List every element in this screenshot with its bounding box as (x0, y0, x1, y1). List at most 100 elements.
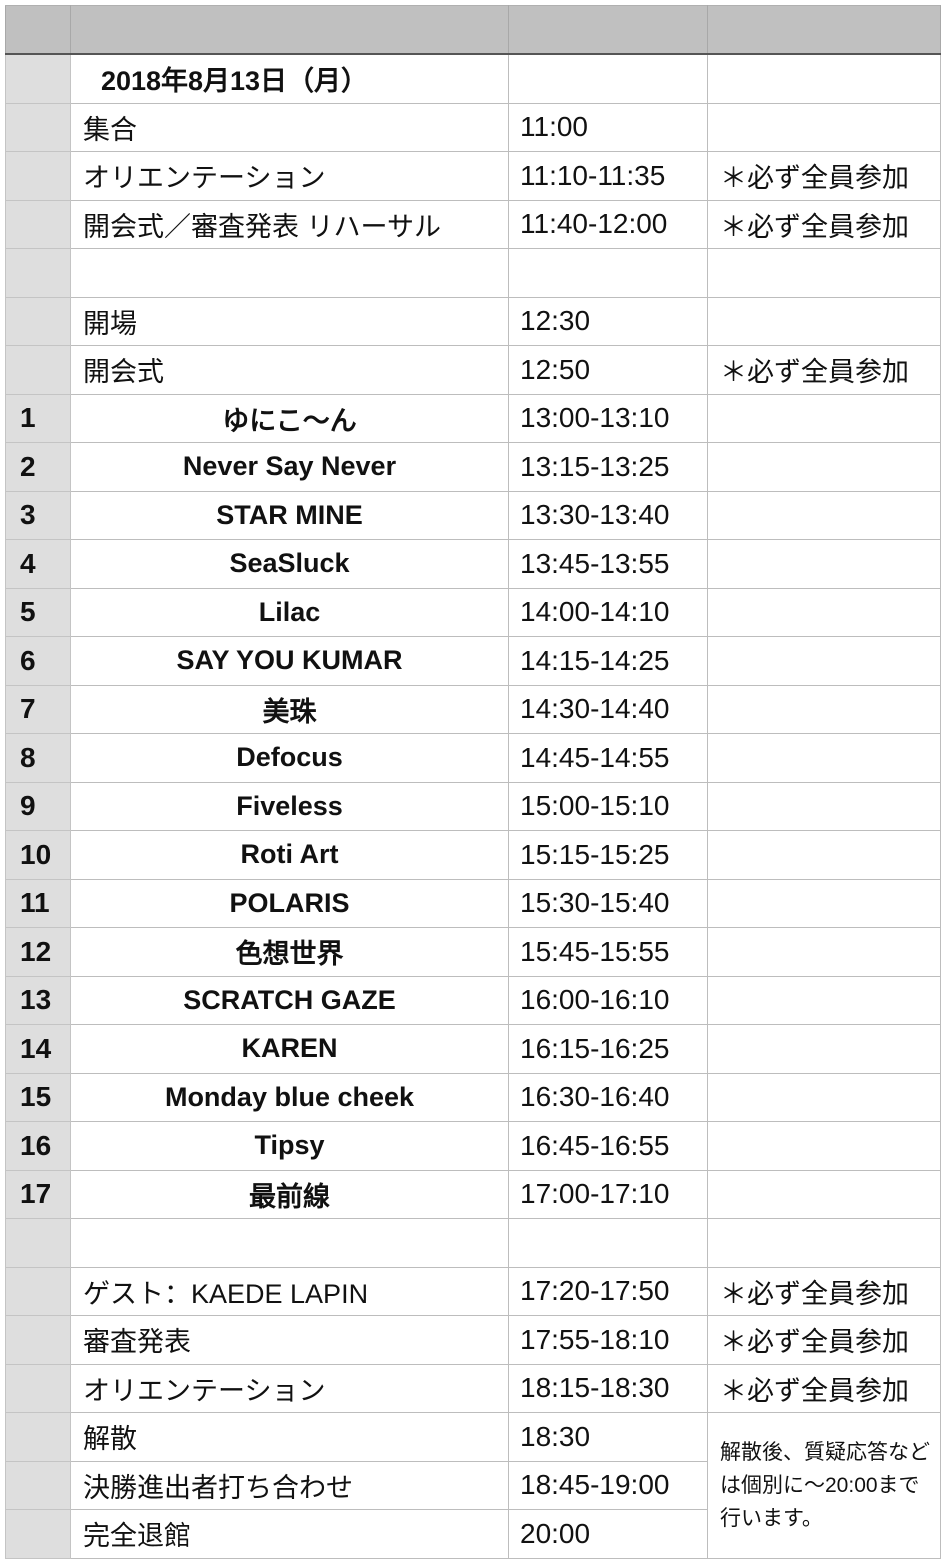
time-cell[interactable]: 16:00-16:10 (508, 975, 708, 1025)
time-cell[interactable] (508, 248, 708, 298)
note-cell[interactable] (707, 636, 941, 686)
event-name-cell[interactable]: SeaSluck (70, 539, 509, 589)
row-number[interactable]: 9 (5, 781, 71, 831)
row-number[interactable]: 17 (5, 1169, 71, 1219)
event-name-cell[interactable]: 審査発表 (70, 1315, 509, 1365)
event-name-cell[interactable]: SCRATCH GAZE (70, 975, 509, 1025)
time-cell[interactable]: 13:45-13:55 (508, 539, 708, 589)
event-name-cell[interactable]: オリエンテーション (70, 1363, 509, 1413)
time-cell[interactable]: 13:15-13:25 (508, 442, 708, 492)
note-cell[interactable] (707, 975, 941, 1025)
note-cell[interactable] (707, 490, 941, 540)
event-name-cell[interactable]: Lilac (70, 587, 509, 637)
row-number[interactable]: 14 (5, 1024, 71, 1074)
time-cell[interactable]: 17:00-17:10 (508, 1169, 708, 1219)
row-number[interactable]: 2 (5, 442, 71, 492)
note-cell[interactable] (707, 1218, 941, 1268)
note-cell[interactable] (707, 442, 941, 492)
event-name-cell[interactable]: SAY YOU KUMAR (70, 636, 509, 686)
row-number[interactable] (5, 1412, 71, 1462)
row-number[interactable]: 15 (5, 1072, 71, 1122)
event-name-cell[interactable]: KAREN (70, 1024, 509, 1074)
note-cell[interactable] (707, 539, 941, 589)
event-name-cell[interactable]: 開会式 (70, 345, 509, 395)
row-number[interactable] (5, 1266, 71, 1316)
row-number[interactable]: 16 (5, 1121, 71, 1171)
row-number[interactable]: 11 (5, 878, 71, 928)
time-cell[interactable]: 11:00 (508, 102, 708, 152)
time-cell[interactable]: 18:45-19:00 (508, 1460, 708, 1510)
schedule-date-title[interactable]: 2018年8月13日（月） (70, 53, 509, 104)
row-number[interactable] (5, 53, 71, 104)
time-cell[interactable]: 15:45-15:55 (508, 927, 708, 977)
time-cell[interactable] (508, 1218, 708, 1268)
column-header-c[interactable] (707, 5, 941, 55)
time-cell[interactable]: 12:30 (508, 296, 708, 346)
row-number[interactable]: 6 (5, 636, 71, 686)
row-number[interactable]: 12 (5, 927, 71, 977)
note-cell[interactable] (707, 830, 941, 880)
note-cell[interactable] (707, 1169, 941, 1219)
row-number[interactable]: 3 (5, 490, 71, 540)
time-cell[interactable]: 14:15-14:25 (508, 636, 708, 686)
note-cell[interactable] (707, 1072, 941, 1122)
time-cell[interactable]: 14:30-14:40 (508, 684, 708, 734)
row-number[interactable]: 10 (5, 830, 71, 880)
time-cell[interactable]: 11:40-12:00 (508, 199, 708, 249)
time-cell[interactable]: 11:10-11:35 (508, 151, 708, 201)
time-cell[interactable]: 14:00-14:10 (508, 587, 708, 637)
event-name-cell[interactable] (70, 248, 509, 298)
note-cell[interactable]: ＊必ず全員参加 (707, 1266, 941, 1316)
note-cell[interactable]: ＊必ず全員参加 (707, 199, 941, 249)
row-number[interactable]: 5 (5, 587, 71, 637)
row-number[interactable] (5, 296, 71, 346)
note-cell[interactable] (707, 248, 941, 298)
column-header-b[interactable] (508, 5, 708, 55)
row-number[interactable]: 4 (5, 539, 71, 589)
note-cell[interactable] (707, 1024, 941, 1074)
event-name-cell[interactable]: ゲスト：KAEDE LAPIN (70, 1266, 509, 1316)
note-cell[interactable]: ＊必ず全員参加 (707, 345, 941, 395)
time-cell[interactable]: 17:55-18:10 (508, 1315, 708, 1365)
event-name-cell[interactable]: 開会式／審査発表 リハーサル (70, 199, 509, 249)
row-number[interactable]: 1 (5, 393, 71, 443)
row-number[interactable]: 8 (5, 733, 71, 783)
row-number[interactable]: 13 (5, 975, 71, 1025)
time-cell[interactable]: 18:15-18:30 (508, 1363, 708, 1413)
event-name-cell[interactable]: 色想世界 (70, 927, 509, 977)
note-cell[interactable] (707, 1121, 941, 1171)
time-cell[interactable]: 15:30-15:40 (508, 878, 708, 928)
event-name-cell[interactable] (70, 1218, 509, 1268)
note-cell[interactable]: 解散後、質疑応答などは個別に〜20:00まで行います。 (707, 1412, 941, 1559)
row-number[interactable] (5, 1218, 71, 1268)
row-number[interactable] (5, 1509, 71, 1559)
event-name-cell[interactable]: 決勝進出者打ち合わせ (70, 1460, 509, 1510)
row-number[interactable] (5, 345, 71, 395)
row-number[interactable] (5, 1363, 71, 1413)
row-number[interactable] (5, 151, 71, 201)
note-cell[interactable] (707, 587, 941, 637)
time-cell[interactable]: 14:45-14:55 (508, 733, 708, 783)
note-cell[interactable] (707, 927, 941, 977)
time-cell[interactable]: 20:00 (508, 1509, 708, 1559)
event-name-cell[interactable]: Monday blue cheek (70, 1072, 509, 1122)
column-header-a[interactable] (70, 5, 509, 55)
time-cell[interactable]: 13:30-13:40 (508, 490, 708, 540)
time-cell[interactable]: 18:30 (508, 1412, 708, 1462)
select-all-corner[interactable] (5, 5, 71, 55)
event-name-cell[interactable]: 美珠 (70, 684, 509, 734)
note-cell[interactable] (707, 781, 941, 831)
event-name-cell[interactable]: 解散 (70, 1412, 509, 1462)
note-cell[interactable]: ＊必ず全員参加 (707, 1363, 941, 1413)
time-cell[interactable]: 16:30-16:40 (508, 1072, 708, 1122)
time-cell[interactable]: 17:20-17:50 (508, 1266, 708, 1316)
event-name-cell[interactable]: ゆにこ〜ん (70, 393, 509, 443)
note-cell[interactable] (707, 684, 941, 734)
event-name-cell[interactable]: Roti Art (70, 830, 509, 880)
event-name-cell[interactable]: 開場 (70, 296, 509, 346)
note-cell[interactable] (707, 393, 941, 443)
note-cell[interactable] (707, 296, 941, 346)
note-cell[interactable]: ＊必ず全員参加 (707, 1315, 941, 1365)
event-name-cell[interactable]: Never Say Never (70, 442, 509, 492)
time-cell[interactable]: 16:45-16:55 (508, 1121, 708, 1171)
